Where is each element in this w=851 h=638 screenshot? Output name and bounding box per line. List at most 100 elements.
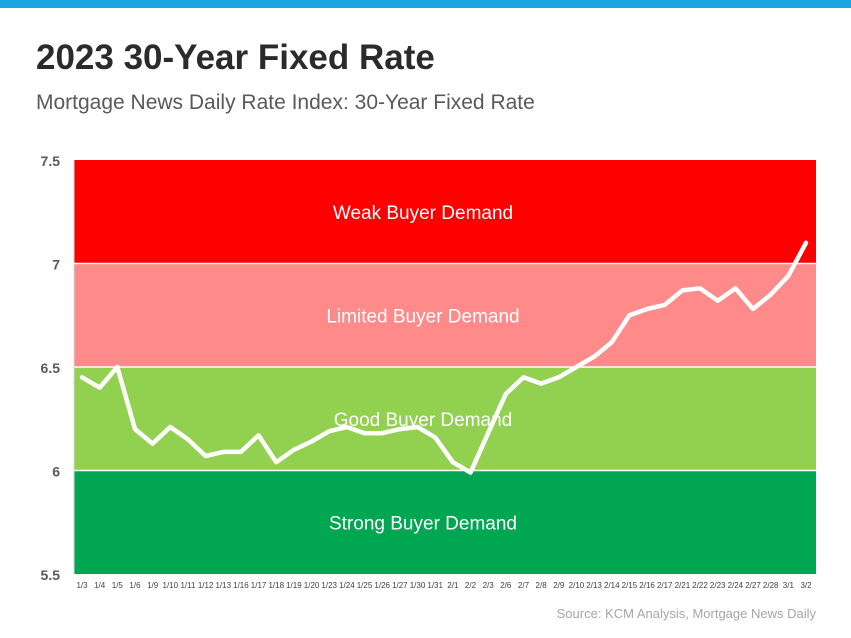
x-tick-label: 1/6 — [129, 581, 141, 590]
data-point — [133, 427, 137, 431]
x-tick-label: 2/28 — [763, 581, 779, 590]
x-tick-label: 2/16 — [639, 581, 655, 590]
data-point — [522, 376, 525, 379]
data-point — [716, 299, 719, 302]
y-tick-label: 5.5 — [41, 567, 61, 583]
data-point — [275, 461, 278, 464]
data-point — [98, 386, 101, 389]
band-label-strong-buyer-demand: Strong Buyer Demand — [329, 513, 517, 534]
band-weak-buyer-demand — [74, 160, 816, 264]
data-point — [734, 287, 737, 290]
x-tick-label: 1/13 — [215, 581, 231, 590]
x-tick-label: 1/18 — [268, 581, 284, 590]
data-point — [380, 432, 384, 435]
band-label-weak-buyer-demand: Weak Buyer Demand — [333, 203, 513, 224]
x-tick-label: 2/27 — [745, 581, 761, 590]
data-point — [345, 425, 349, 429]
data-point — [222, 450, 225, 454]
data-point — [239, 450, 243, 454]
x-tick-label: 2/1 — [447, 581, 459, 590]
x-tick-label: 2/3 — [483, 581, 495, 590]
data-point — [186, 438, 190, 441]
chart-title: 2023 30-Year Fixed Rate — [36, 38, 435, 77]
data-point — [610, 340, 613, 344]
y-tick-label: 7.5 — [41, 153, 61, 169]
chart-subtitle: Mortgage News Daily Rate Index: 30-Year … — [36, 91, 535, 114]
data-point — [169, 425, 172, 429]
data-point — [681, 289, 684, 292]
data-point — [504, 392, 508, 396]
x-tick-label: 2/9 — [553, 581, 565, 590]
x-tick-label: 1/4 — [94, 581, 106, 590]
x-tick-label: 1/12 — [198, 581, 214, 590]
band-label-good-buyer-demand: Good Buyer Demand — [334, 410, 513, 431]
data-point — [363, 432, 366, 435]
x-tick-label: 2/15 — [622, 581, 638, 590]
x-tick-label: 1/31 — [427, 581, 443, 590]
data-point — [292, 448, 296, 451]
data-point — [769, 293, 772, 296]
x-tick-label: 1/9 — [147, 581, 159, 590]
x-tick-label: 1/26 — [374, 581, 390, 590]
x-tick-label: 1/10 — [163, 581, 179, 590]
x-tick-label: 2/22 — [692, 581, 708, 590]
x-tick-label: 1/20 — [304, 581, 320, 590]
x-tick-label: 2/8 — [536, 581, 548, 590]
rate-series-line — [79, 240, 809, 475]
data-point — [628, 314, 631, 317]
data-point — [257, 434, 260, 437]
data-point — [469, 471, 472, 474]
x-tick-label: 2/21 — [675, 581, 691, 590]
x-tick-label: 1/3 — [76, 581, 88, 590]
x-tick-label: 2/7 — [518, 581, 530, 590]
y-tick-label: 6 — [52, 464, 60, 480]
x-tick-label: 1/27 — [392, 581, 408, 590]
data-point — [698, 287, 702, 290]
x-tick-label: 2/10 — [569, 581, 585, 590]
x-tick-label: 3/2 — [800, 581, 812, 590]
x-tick-label: 2/24 — [728, 581, 744, 590]
y-tick-label: 6.5 — [41, 360, 61, 376]
x-tick-label: 2/13 — [586, 581, 602, 590]
data-point — [328, 429, 331, 433]
top-accent-bar — [0, 0, 851, 8]
data-point — [451, 461, 455, 464]
x-tick-label: 1/17 — [251, 581, 267, 590]
data-point — [751, 307, 755, 311]
data-point — [804, 241, 808, 244]
y-tick-label: 7 — [52, 257, 60, 273]
x-tick-label: 1/30 — [410, 581, 426, 590]
band-label-limited-buyer-demand: Limited Buyer Demand — [326, 306, 519, 327]
data-point — [539, 382, 543, 385]
data-point — [204, 454, 207, 458]
x-tick-label: 1/25 — [357, 581, 373, 590]
data-point — [645, 307, 649, 311]
data-point — [486, 432, 490, 435]
data-point — [398, 427, 402, 431]
data-point — [592, 355, 596, 358]
x-tick-label: 2/17 — [657, 581, 673, 590]
x-tick-label: 1/23 — [321, 581, 337, 590]
x-tick-label: 2/23 — [710, 581, 726, 590]
data-point — [557, 376, 560, 379]
x-tick-label: 1/24 — [339, 581, 355, 590]
band-limited-buyer-demand — [74, 263, 816, 367]
data-point — [116, 365, 119, 369]
data-point — [310, 440, 313, 443]
x-tick-label: 2/14 — [604, 581, 620, 590]
x-tick-label: 1/5 — [112, 581, 124, 590]
x-tick-label: 1/19 — [286, 581, 302, 590]
x-tick-label: 1/11 — [180, 581, 196, 590]
band-strong-buyer-demand — [74, 470, 816, 574]
data-point — [80, 376, 84, 379]
data-point — [787, 274, 790, 278]
data-point — [433, 436, 437, 439]
x-tick-label: 3/1 — [783, 581, 795, 590]
x-tick-label: 1/16 — [233, 581, 249, 590]
source-note: Source: KCM Analysis, Mortgage News Dail… — [556, 606, 816, 621]
data-point — [663, 303, 666, 307]
x-tick-label: 2/2 — [465, 581, 477, 590]
data-point — [575, 365, 578, 369]
x-tick-label: 2/6 — [500, 581, 512, 590]
